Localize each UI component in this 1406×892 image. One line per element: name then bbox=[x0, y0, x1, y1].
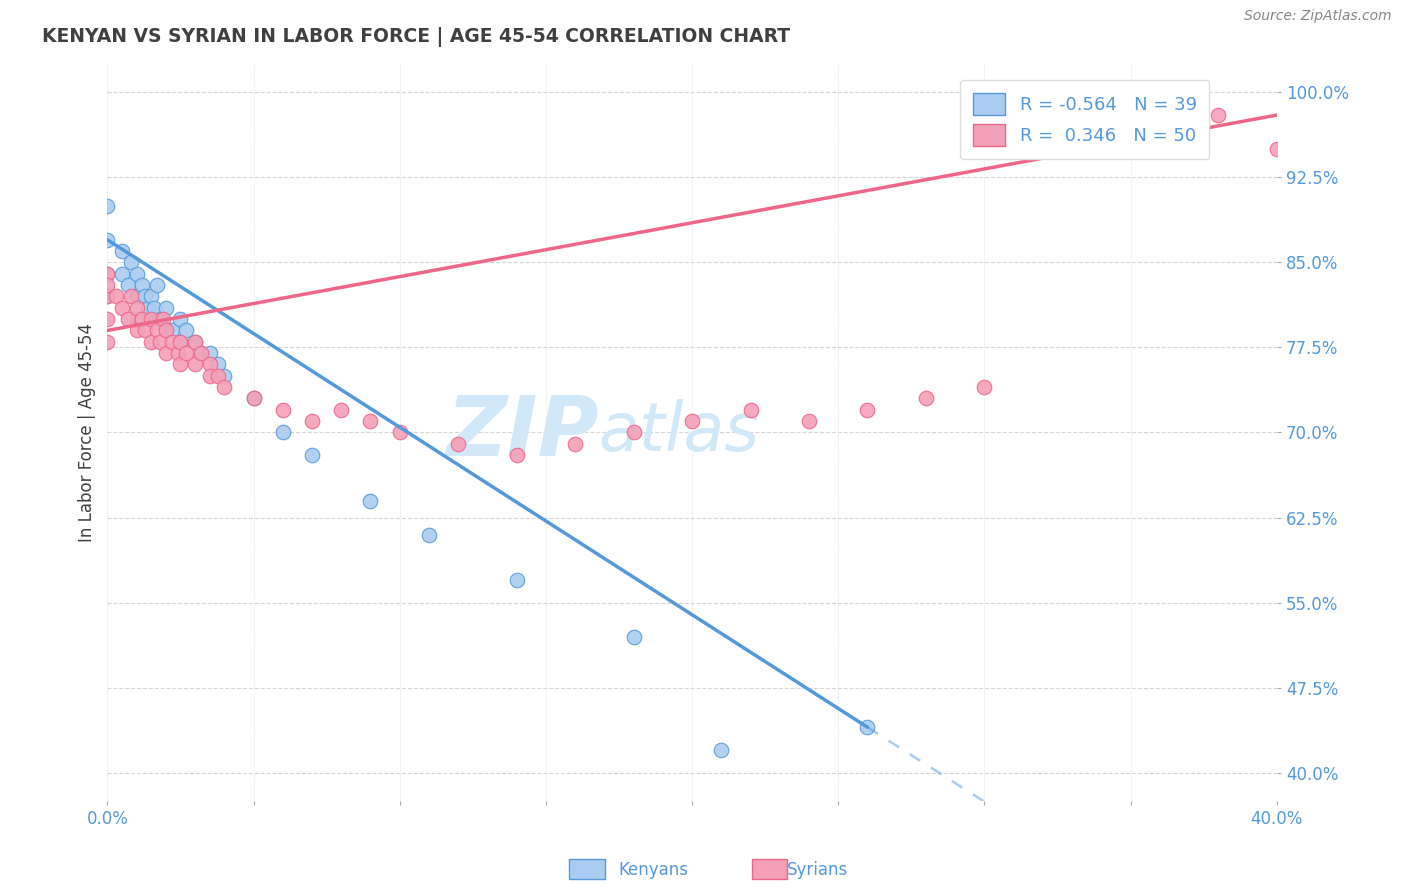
Point bbox=[136, 301, 159, 315]
Point bbox=[105, 289, 128, 303]
Point bbox=[184, 334, 207, 349]
Point bbox=[96, 233, 118, 247]
Point bbox=[125, 301, 148, 315]
Point bbox=[125, 289, 148, 303]
Point bbox=[117, 312, 139, 326]
Point bbox=[160, 323, 183, 337]
Point bbox=[198, 368, 221, 383]
Point bbox=[418, 527, 440, 541]
Point bbox=[564, 437, 586, 451]
Point bbox=[271, 402, 294, 417]
Point bbox=[120, 255, 142, 269]
Point bbox=[214, 380, 236, 394]
Point bbox=[797, 414, 820, 428]
Point bbox=[166, 346, 188, 360]
Point bbox=[125, 312, 148, 326]
Text: Kenyans: Kenyans bbox=[619, 861, 689, 879]
Point bbox=[856, 720, 879, 734]
Point bbox=[169, 358, 191, 372]
Point bbox=[141, 289, 163, 303]
Point bbox=[155, 323, 177, 337]
Point bbox=[710, 743, 733, 757]
Point bbox=[176, 346, 198, 360]
Point bbox=[360, 414, 382, 428]
Point bbox=[131, 278, 153, 293]
Point bbox=[120, 289, 142, 303]
Point bbox=[271, 425, 294, 440]
Point bbox=[169, 312, 191, 326]
Point bbox=[125, 323, 148, 337]
Point bbox=[155, 346, 177, 360]
Point bbox=[856, 402, 879, 417]
Point bbox=[198, 358, 221, 372]
Point bbox=[207, 368, 229, 383]
Point bbox=[973, 380, 995, 394]
Point bbox=[141, 312, 163, 326]
Point bbox=[134, 289, 156, 303]
Point bbox=[149, 312, 172, 326]
Point bbox=[134, 323, 156, 337]
Point bbox=[190, 346, 212, 360]
Legend: R = -0.564   N = 39, R =  0.346   N = 50: R = -0.564 N = 39, R = 0.346 N = 50 bbox=[960, 80, 1209, 159]
Point bbox=[198, 346, 221, 360]
Point bbox=[330, 402, 353, 417]
Text: Source: ZipAtlas.com: Source: ZipAtlas.com bbox=[1244, 9, 1392, 23]
Point bbox=[1208, 108, 1230, 122]
Point bbox=[143, 301, 166, 315]
Point bbox=[96, 267, 118, 281]
Text: Syrians: Syrians bbox=[787, 861, 849, 879]
Point bbox=[149, 334, 172, 349]
Point bbox=[505, 448, 527, 462]
Point bbox=[96, 289, 118, 303]
Y-axis label: In Labor Force | Age 45-54: In Labor Force | Age 45-54 bbox=[79, 323, 96, 542]
Point bbox=[360, 493, 382, 508]
Point bbox=[207, 358, 229, 372]
Point bbox=[176, 323, 198, 337]
Point bbox=[96, 312, 118, 326]
Point bbox=[141, 334, 163, 349]
Point bbox=[146, 323, 169, 337]
Point bbox=[111, 244, 134, 259]
Point bbox=[155, 301, 177, 315]
Point bbox=[125, 267, 148, 281]
Point bbox=[623, 630, 645, 644]
Point bbox=[96, 278, 118, 293]
Point bbox=[388, 425, 411, 440]
Point bbox=[242, 392, 264, 406]
Point bbox=[96, 334, 118, 349]
Point bbox=[146, 278, 169, 293]
Point bbox=[131, 312, 153, 326]
Point bbox=[169, 334, 191, 349]
Point bbox=[111, 267, 134, 281]
Point bbox=[111, 301, 134, 315]
Text: atlas: atlas bbox=[599, 400, 759, 466]
Point bbox=[184, 358, 207, 372]
Point bbox=[301, 448, 323, 462]
Point bbox=[184, 334, 207, 349]
Point bbox=[623, 425, 645, 440]
Text: KENYAN VS SYRIAN IN LABOR FORCE | AGE 45-54 CORRELATION CHART: KENYAN VS SYRIAN IN LABOR FORCE | AGE 45… bbox=[42, 27, 790, 46]
Point bbox=[190, 346, 212, 360]
Point bbox=[141, 312, 163, 326]
Point bbox=[160, 334, 183, 349]
Point bbox=[117, 278, 139, 293]
Point bbox=[681, 414, 703, 428]
Text: ZIP: ZIP bbox=[446, 392, 599, 473]
Point bbox=[301, 414, 323, 428]
Point bbox=[1265, 142, 1288, 156]
Point bbox=[169, 334, 191, 349]
Point bbox=[447, 437, 470, 451]
Point bbox=[96, 199, 118, 213]
Point bbox=[155, 323, 177, 337]
Point bbox=[96, 289, 118, 303]
Point bbox=[242, 392, 264, 406]
Point bbox=[505, 573, 527, 587]
Point bbox=[915, 392, 938, 406]
Point bbox=[96, 267, 118, 281]
Point bbox=[214, 368, 236, 383]
Point bbox=[740, 402, 762, 417]
Point bbox=[152, 312, 174, 326]
